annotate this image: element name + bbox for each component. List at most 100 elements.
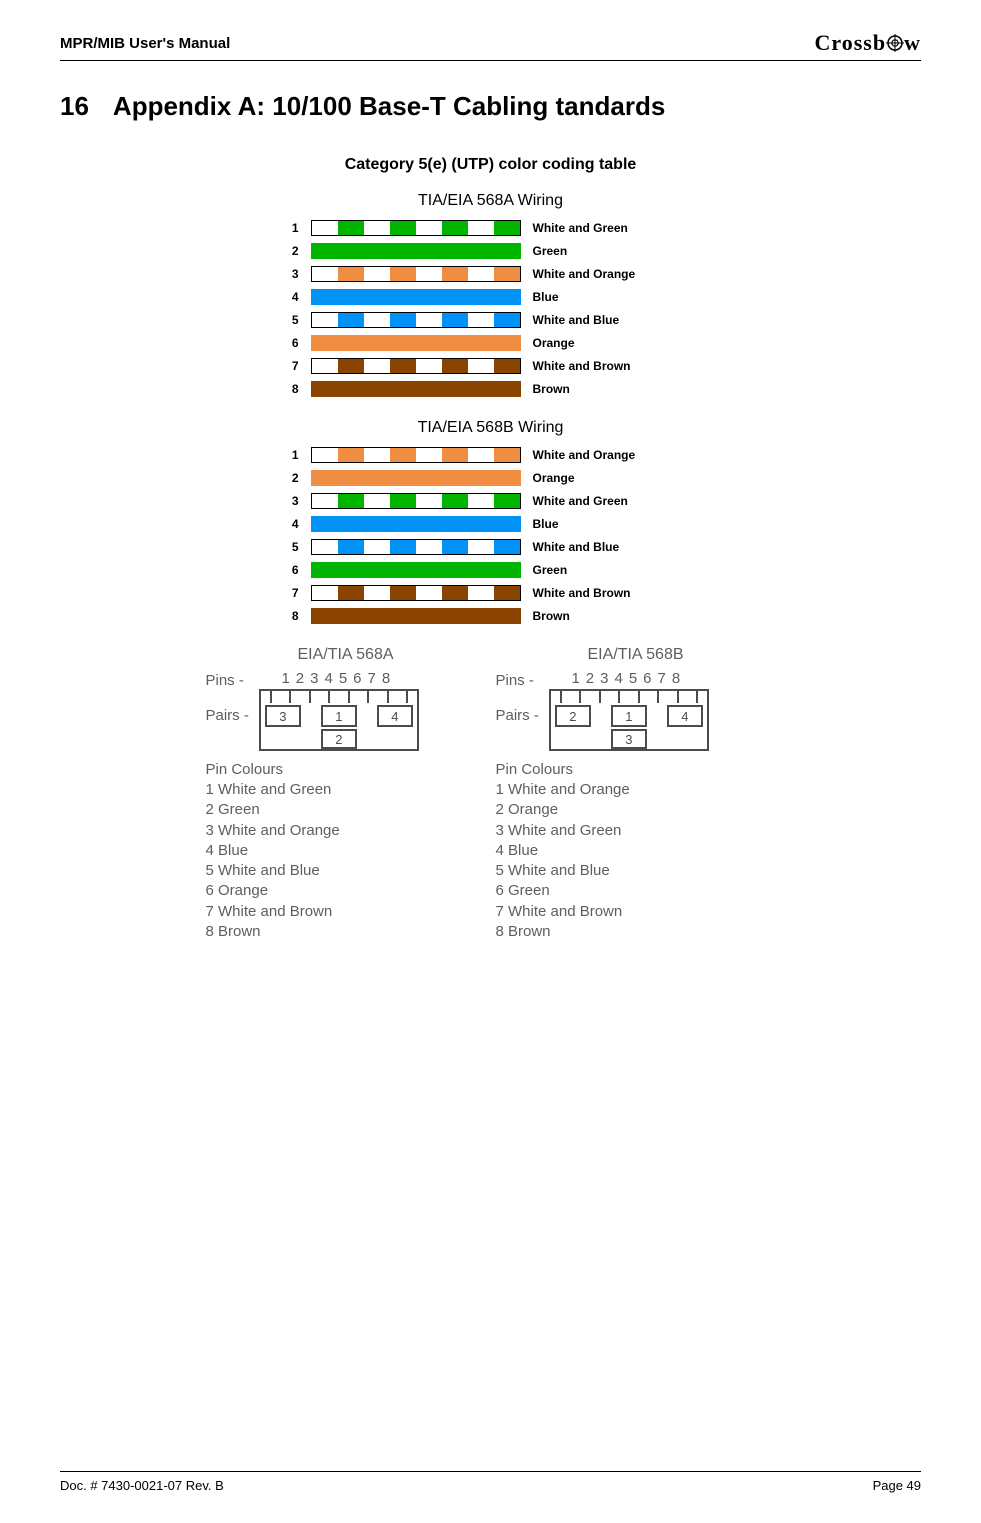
pin-colors-title: Pin Colours: [206, 761, 486, 778]
pin-digits: 12345678: [281, 670, 396, 687]
page-footer: Doc. # 7430-0021-07 Rev. B Page 49: [60, 1471, 921, 1493]
wire-row: 2 Green: [281, 243, 701, 259]
crossbow-logo: Crossbw: [814, 30, 921, 56]
wire-bar: [311, 266, 521, 282]
conn-a-title: EIA/TIA 568A: [206, 646, 486, 664]
wire-number: 7: [281, 359, 299, 373]
wire-row: 7 White and Brown: [281, 358, 701, 374]
logo-part1: Crossb: [814, 30, 886, 55]
pairs-label: Pairs -: [206, 707, 249, 724]
wire-number: 2: [281, 244, 299, 258]
doc-title: MPR/MIB User's Manual: [60, 35, 230, 52]
wire-row: 3 White and Green: [281, 493, 701, 509]
conn-left-labels: Pins - Pairs -: [496, 670, 539, 724]
wiring-568b-block: TIA/EIA 568B Wiring 1White and Orange2Or…: [281, 419, 701, 624]
wire-bar: [311, 220, 521, 236]
conn-diagram: 12345678 3142: [259, 670, 419, 751]
conn-top: Pins - Pairs - 12345678 2143: [496, 670, 776, 751]
pin-color-line: 2 Orange: [496, 800, 776, 820]
pin-color-line: 2 Green: [206, 800, 486, 820]
wire-label: White and Brown: [533, 359, 631, 373]
pin-color-line: 7 White and Brown: [206, 902, 486, 922]
pair-box: 4: [667, 705, 703, 727]
wiring-568b-title: TIA/EIA 568B Wiring: [281, 419, 701, 437]
wire-label: White and Brown: [533, 586, 631, 600]
conn-left-labels: Pins - Pairs -: [206, 670, 249, 724]
wire-number: 1: [281, 448, 299, 462]
wire-number: 5: [281, 313, 299, 327]
wire-number: 8: [281, 382, 299, 396]
pin-color-line: 8 Brown: [206, 922, 486, 942]
wire-bar: [311, 585, 521, 601]
wire-bar: [311, 516, 521, 532]
section-heading: 16Appendix A: 10/100 Base-T Cabling tand…: [60, 91, 921, 122]
target-icon: [886, 34, 904, 52]
wire-label: Brown: [533, 609, 570, 623]
pin-color-line: 1 White and Green: [206, 780, 486, 800]
pair-box: 2: [555, 705, 591, 727]
pin-colors-title: Pin Colours: [496, 761, 776, 778]
wire-row: 2 Orange: [281, 470, 701, 486]
conn-diagram: 12345678 2143: [549, 670, 709, 751]
wire-row: 6Green: [281, 562, 701, 578]
pair-box: 2: [321, 729, 357, 749]
wire-bar: [311, 447, 521, 463]
wire-label: Orange: [533, 336, 575, 350]
wire-bar: [311, 243, 521, 259]
wiring-568a-title: TIA/EIA 568A Wiring: [281, 192, 701, 210]
wire-bar: [311, 381, 521, 397]
pins-label: Pins -: [206, 672, 249, 689]
footer-divider: [60, 1471, 921, 1472]
pin-tick-row: [551, 691, 707, 703]
wire-row: 4 Blue: [281, 516, 701, 532]
wire-row: 5White and Blue: [281, 539, 701, 555]
footer-doc-number: Doc. # 7430-0021-07 Rev. B: [60, 1478, 224, 1493]
wire-number: 6: [281, 336, 299, 350]
wire-label: White and Blue: [533, 540, 620, 554]
pin-color-line: 3 White and Orange: [206, 821, 486, 841]
pins-label: Pins -: [496, 672, 539, 689]
pin-box: 2143: [549, 689, 709, 751]
wire-label: Orange: [533, 471, 575, 485]
pin-color-line: 4 Blue: [206, 841, 486, 861]
connectors-row: EIA/TIA 568A Pins -Pairs -123456783142Pi…: [60, 646, 921, 942]
wire-label: White and Orange: [533, 267, 636, 281]
wire-number: 8: [281, 609, 299, 623]
wire-row: 3 White and Orange: [281, 266, 701, 282]
pin-colors-list: Pin Colours1 White and Orange2 Orange3 W…: [496, 761, 776, 942]
wire-row: 6 Orange: [281, 335, 701, 351]
category-subheading: Category 5(e) (UTP) color coding table: [60, 156, 921, 174]
pin-color-line: 8 Brown: [496, 922, 776, 942]
wire-number: 3: [281, 494, 299, 508]
wire-label: White and Green: [533, 494, 628, 508]
wire-bar: [311, 608, 521, 624]
pin-digits: 12345678: [571, 670, 686, 687]
wire-bar: [311, 470, 521, 486]
wire-label: Blue: [533, 517, 559, 531]
wire-number: 3: [281, 267, 299, 281]
wire-label: Brown: [533, 382, 570, 396]
wire-number: 2: [281, 471, 299, 485]
pin-box: 3142: [259, 689, 419, 751]
wire-number: 1: [281, 221, 299, 235]
pin-color-line: 3 White and Green: [496, 821, 776, 841]
wire-bar: [311, 358, 521, 374]
pair-box: 4: [377, 705, 413, 727]
wire-label: White and Green: [533, 221, 628, 235]
wiring-568a-block: TIA/EIA 568A Wiring 1 White and Green 2 Gre…: [281, 192, 701, 397]
wire-row: 8 Brown: [281, 608, 701, 624]
wire-bar: [311, 289, 521, 305]
wire-label: Green: [533, 244, 568, 258]
pin-color-line: 5 White and Blue: [206, 861, 486, 881]
wire-label: White and Blue: [533, 313, 620, 327]
wire-row: 5 White and Blue: [281, 312, 701, 328]
pair-box: 3: [265, 705, 301, 727]
pair-box: 3: [611, 729, 647, 749]
wire-number: 7: [281, 586, 299, 600]
section-title: Appendix A: 10/100 Base-T Cabling tandar…: [113, 91, 665, 121]
wire-row: 7 White and Brown: [281, 585, 701, 601]
wire-number: 4: [281, 517, 299, 531]
wire-row: 1 White and Green: [281, 220, 701, 236]
pairs-label: Pairs -: [496, 707, 539, 724]
pin-color-line: 5 White and Blue: [496, 861, 776, 881]
